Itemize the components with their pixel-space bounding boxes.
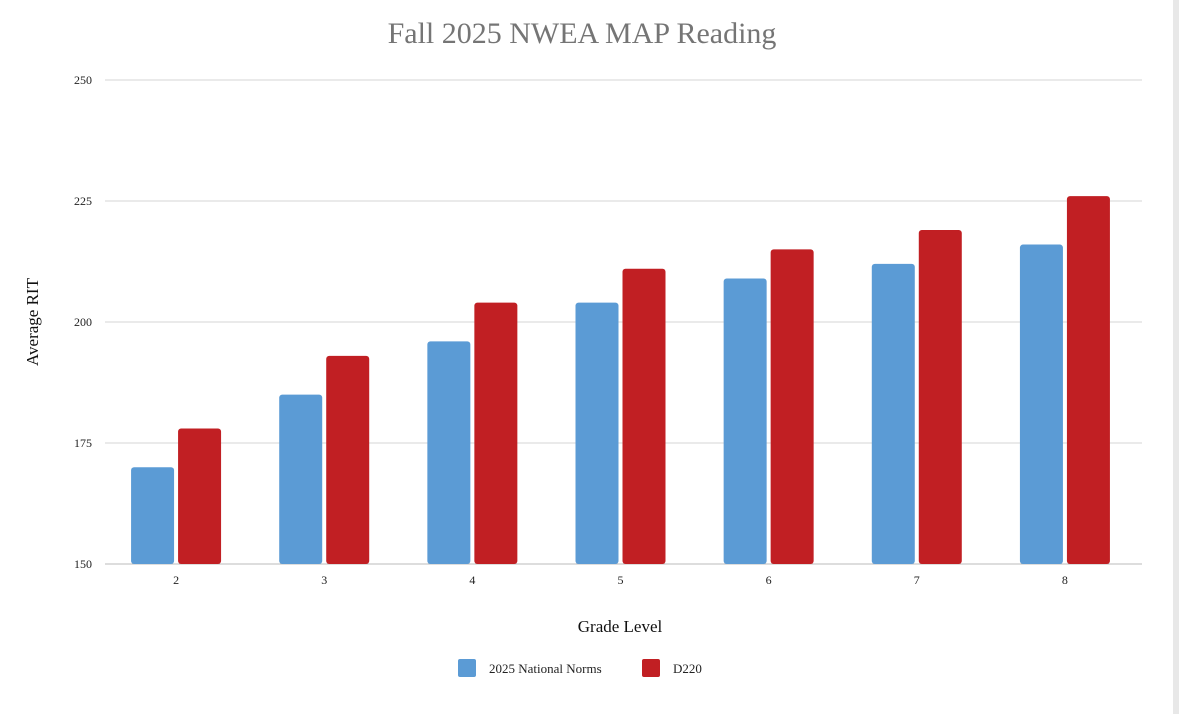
bar-national-norms-grade-3	[279, 394, 323, 564]
bar-national-norms-grade-7	[871, 263, 915, 564]
x-axis-label: Grade Level	[578, 617, 663, 636]
window-edge	[1173, 0, 1179, 714]
y-tick-label: 250	[74, 73, 92, 87]
x-tick-label: 5	[618, 573, 624, 587]
y-tick-label: 200	[74, 315, 92, 329]
x-tick-label: 7	[914, 573, 920, 587]
y-axis-label: Average RIT	[23, 277, 42, 366]
y-tick-label: 175	[74, 436, 92, 450]
bar-national-norms-grade-4	[427, 341, 471, 564]
legend-swatch-national-norms	[458, 659, 476, 677]
legend-label-national-norms: 2025 National Norms	[489, 661, 602, 676]
bar-d220-grade-3	[326, 355, 370, 564]
bar-national-norms-grade-5	[575, 302, 619, 564]
x-tick-label: 2	[173, 573, 179, 587]
x-tick-label: 8	[1062, 573, 1068, 587]
legend: 2025 National Norms D220	[458, 659, 702, 677]
bar-d220-grade-7	[918, 230, 962, 565]
chart-title: Fall 2025 NWEA MAP Reading	[388, 17, 777, 50]
x-tick-label: 3	[321, 573, 327, 587]
x-tick-label: 4	[469, 573, 475, 587]
bar-d220-grade-8	[1066, 196, 1110, 564]
bar-national-norms-grade-2	[131, 467, 175, 564]
y-tick-label: 150	[74, 557, 92, 571]
bar-national-norms-grade-8	[1019, 244, 1063, 564]
bar-d220-grade-2	[178, 428, 222, 564]
bar-national-norms-grade-6	[723, 278, 767, 564]
bar-d220-grade-6	[770, 249, 814, 564]
x-tick-label: 6	[766, 573, 772, 587]
y-tick-label: 225	[74, 194, 92, 208]
legend-label-d220: D220	[673, 661, 702, 676]
bar-d220-grade-5	[622, 268, 666, 564]
legend-swatch-d220	[642, 659, 660, 677]
bar-d220-grade-4	[474, 302, 518, 564]
